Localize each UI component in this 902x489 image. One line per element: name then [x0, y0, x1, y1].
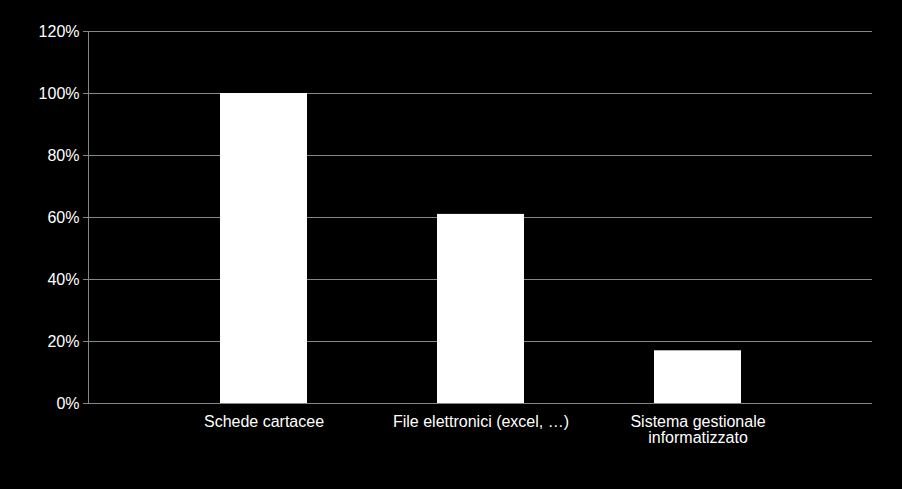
svg-text:120%: 120%: [39, 23, 80, 40]
svg-text:100%: 100%: [39, 85, 80, 102]
svg-text:Sistema gestionaleinformatizza: Sistema gestionaleinformatizzato: [630, 413, 765, 446]
svg-text:80%: 80%: [47, 147, 79, 164]
svg-text:60%: 60%: [47, 209, 79, 226]
svg-text:40%: 40%: [47, 271, 79, 288]
svg-text:File elettronici (excel, …): File elettronici (excel, …): [393, 413, 569, 430]
svg-text:0%: 0%: [56, 395, 79, 412]
svg-text:Schede cartacee: Schede cartacee: [204, 413, 324, 430]
svg-text:20%: 20%: [47, 333, 79, 350]
